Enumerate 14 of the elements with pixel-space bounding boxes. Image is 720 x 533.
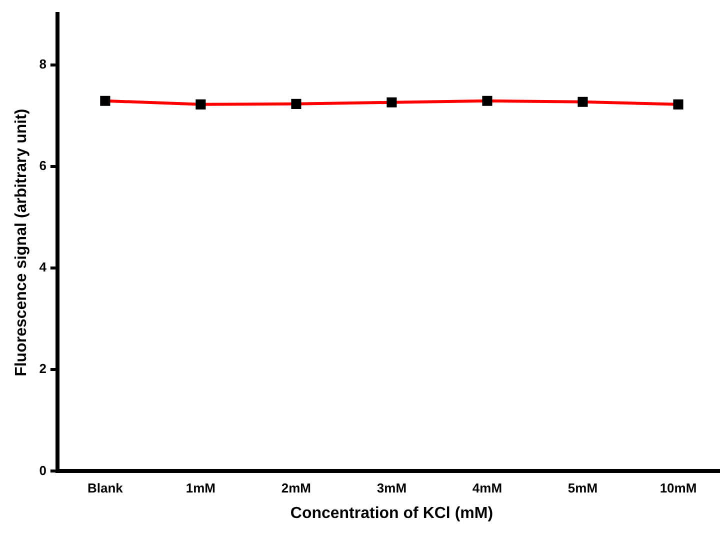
x-tick-label: 2mM	[281, 480, 312, 496]
y-tick-label: 8	[39, 56, 46, 72]
y-tick-label: 0	[39, 462, 46, 478]
x-tick-label: 1mM	[186, 480, 216, 496]
x-tick-label: 3mM	[376, 480, 407, 496]
x-tick-label: 4mM	[472, 480, 502, 496]
y-tick-label: 2	[39, 361, 46, 376]
y-axis-title: Fluorescence signal (arbitrary unit)	[13, 108, 30, 376]
x-tick-label: Blank	[87, 480, 124, 496]
x-tick-label: 10mM	[660, 480, 697, 496]
y-tick-label: 6	[39, 158, 46, 173]
x-tick-label: 5mM	[568, 480, 598, 496]
x-axis-title: Concentration of KCl (mM)	[290, 504, 494, 522]
y-tick-label: 4	[39, 260, 48, 275]
